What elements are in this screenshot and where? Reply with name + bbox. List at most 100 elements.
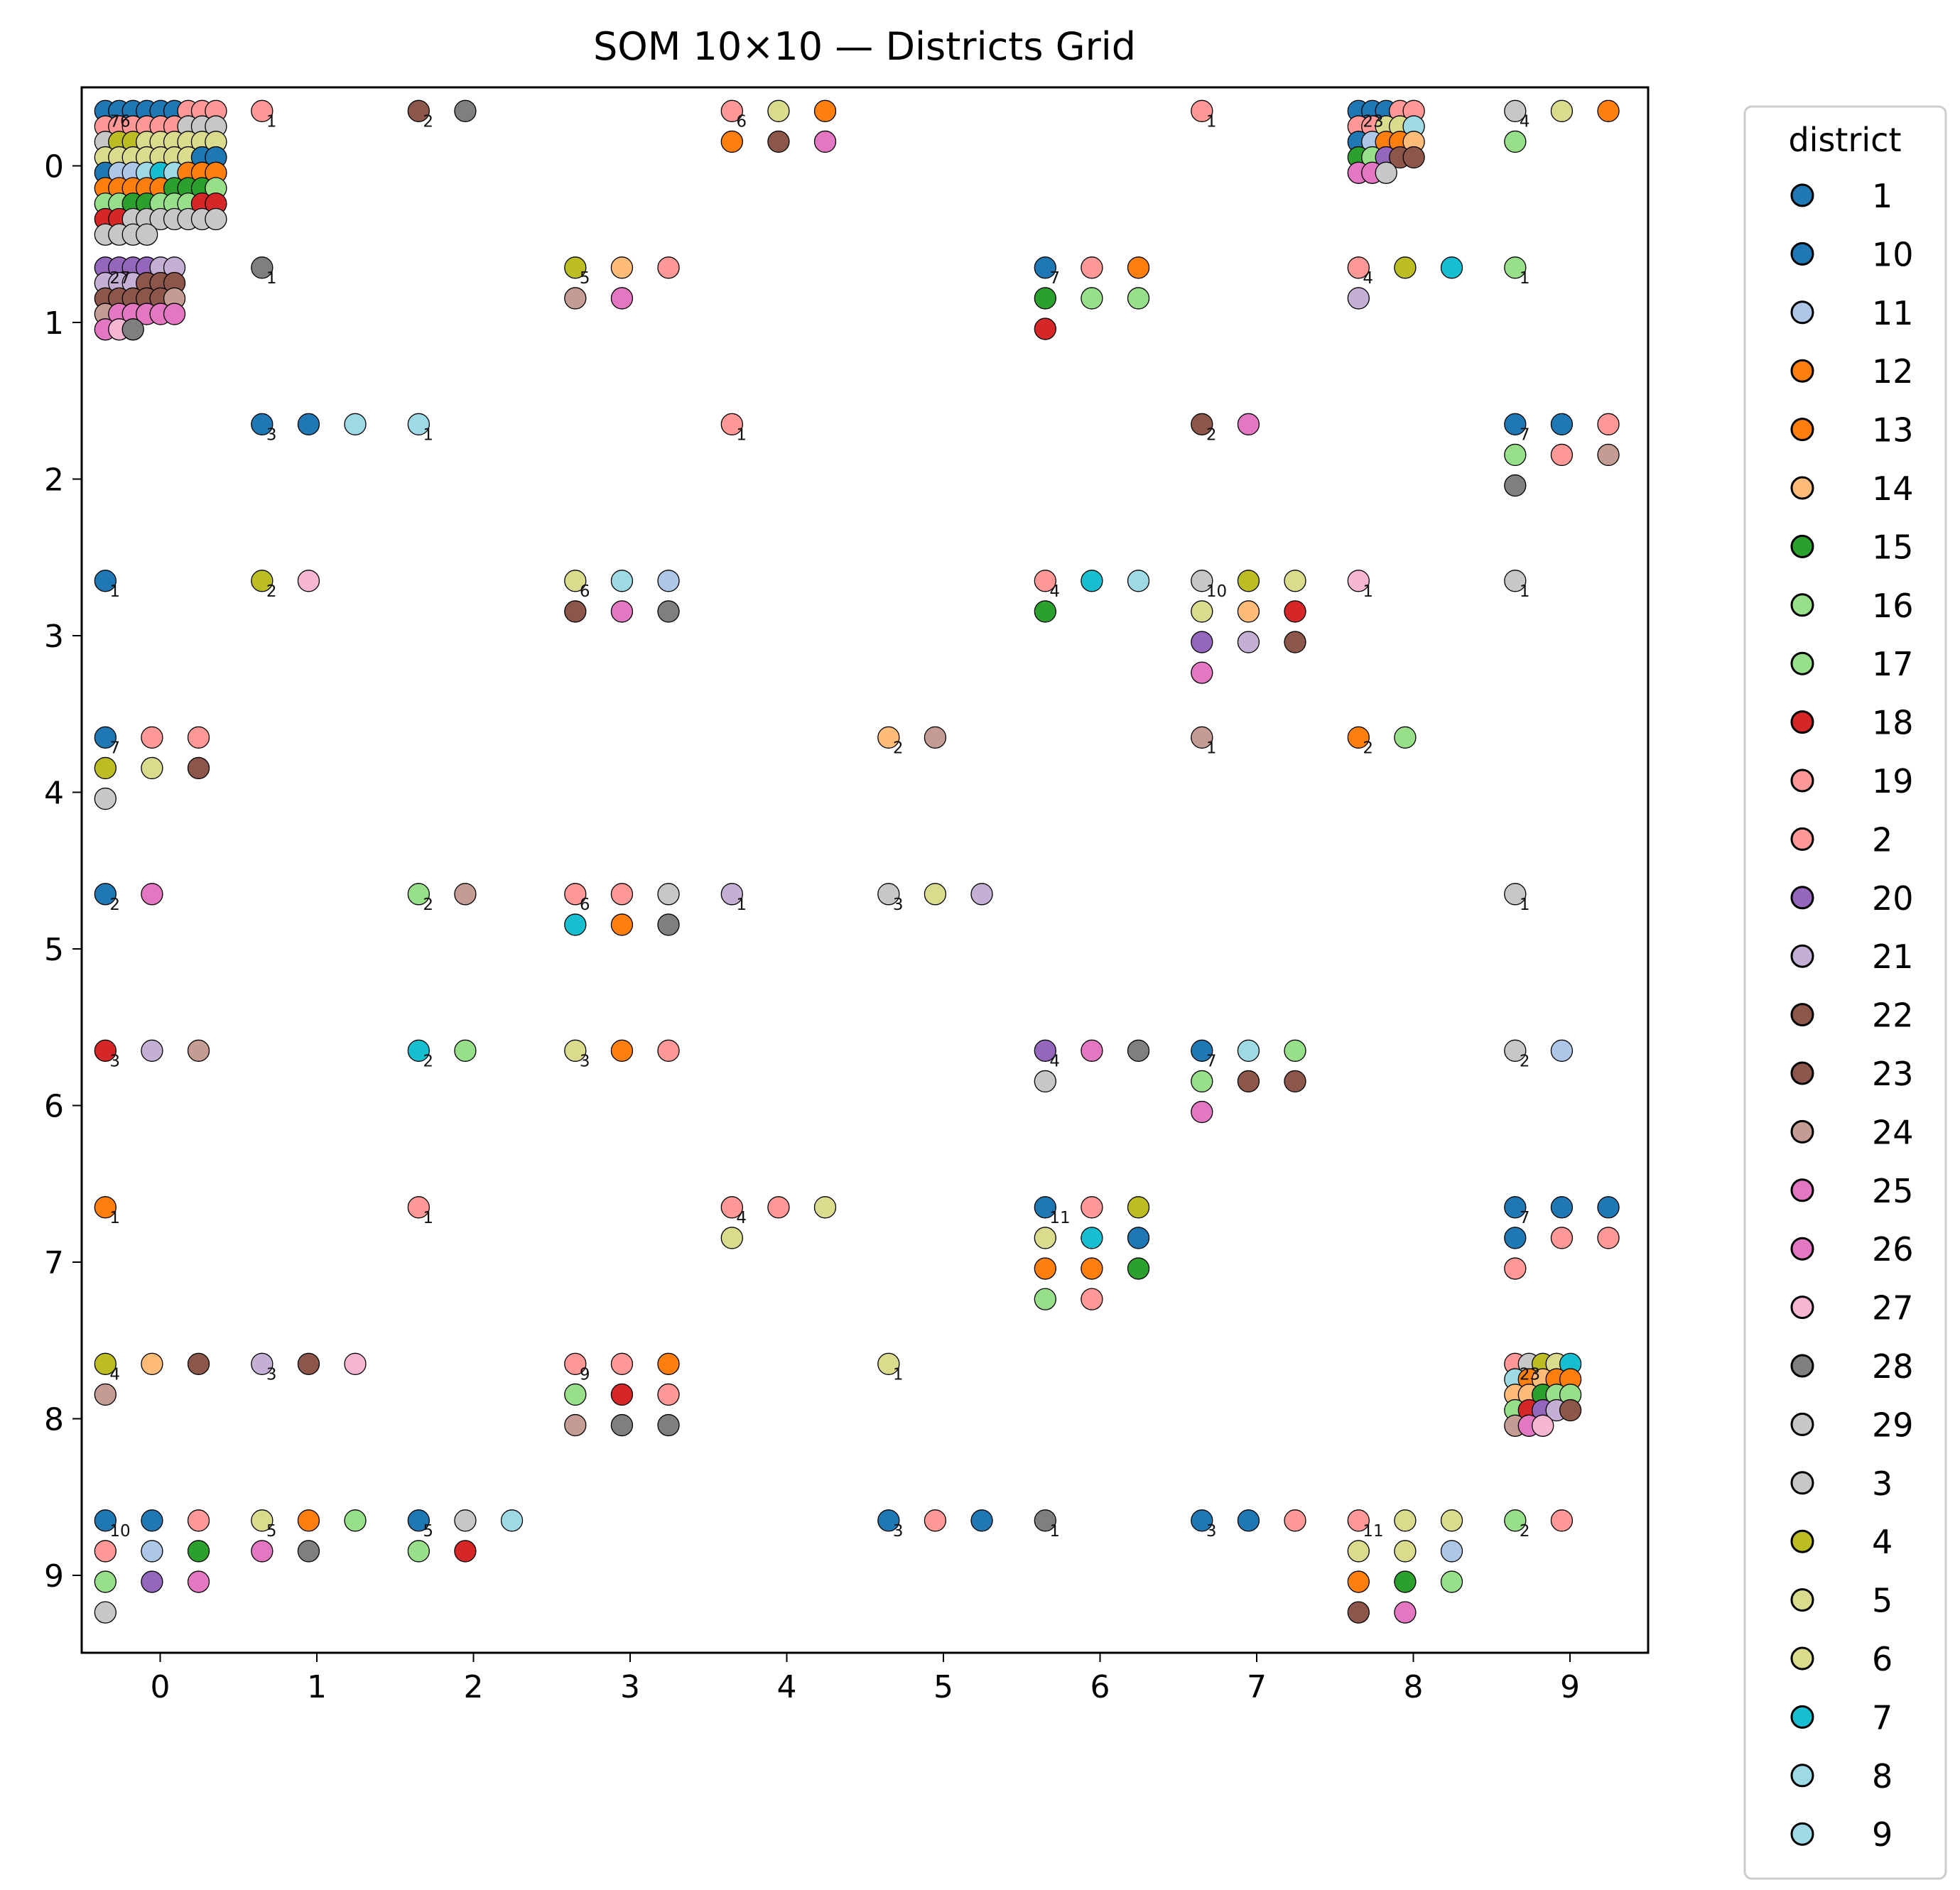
district-point [1034,256,1056,279]
district-point [454,99,477,122]
legend-label: 7 [1872,1698,1893,1737]
legend-label: 28 [1872,1347,1914,1386]
district-point [1191,413,1213,435]
cell-count-label: 2 [109,896,120,914]
legend-label: 4 [1872,1523,1893,1561]
district-point [407,1509,430,1532]
district-point [94,1570,117,1593]
district-point [1440,1570,1463,1593]
cell-count-label: 5 [580,269,590,288]
district-point [1504,1509,1527,1532]
cell-count-label: 2 [1363,739,1373,757]
district-point [1081,1227,1103,1249]
cell-count-label: 2 [1206,425,1217,444]
district-point [1034,1288,1056,1310]
district-point [1550,443,1574,467]
district-point [1191,726,1213,749]
district-point [1034,317,1056,340]
district-point [1127,287,1150,310]
district-point [1347,570,1370,592]
district-point [1394,1540,1417,1563]
district-point [94,570,117,592]
y-tick-label: 3 [44,619,64,655]
cell-count-label: 7 [1520,1209,1530,1227]
district-point [924,726,947,749]
district-point [1375,161,1397,184]
legend-marker [1790,1354,1814,1378]
district-point [1081,570,1103,592]
cell-count-label: 1 [266,269,277,288]
district-point [1127,570,1150,592]
district-point [1504,99,1527,122]
district-point [251,256,274,279]
cell-count-label: 2 [893,739,904,757]
district-point [767,130,790,153]
district-point [141,726,163,749]
district-point [407,413,430,435]
district-point [1504,1227,1527,1249]
legend-marker [1790,534,1814,558]
x-axis-ticks: 0 1 2 3 4 5 6 7 8 9 [151,1653,1580,1705]
cell-count-label: 10 [1206,582,1227,601]
legend-label: 20 [1872,879,1914,918]
district-point [344,1509,367,1532]
district-point [1550,1227,1574,1249]
district-point [141,756,163,780]
district-point [1347,287,1370,310]
cell-count-label: 10 [109,1522,130,1541]
cell-count-label: 2 [423,1052,433,1070]
cell-count-label: 4 [1520,112,1530,131]
district-point [1081,256,1103,279]
cell-count-label: 3 [266,1365,277,1384]
district-point [657,1383,680,1406]
district-point [251,1509,274,1532]
legend-marker [1790,1237,1814,1261]
district-point [1597,413,1620,435]
district-point [564,256,587,279]
district-point [1550,1039,1574,1062]
district-point [1284,1039,1306,1062]
legend-marker [1790,769,1814,793]
district-point [1532,1414,1554,1437]
district-point [136,223,158,246]
cell-count-label: 4 [1049,1052,1060,1070]
district-point [610,287,634,310]
legend-label: 14 [1872,469,1914,508]
district-point [877,1352,900,1375]
district-point [1504,474,1527,497]
district-point [1559,1399,1582,1422]
cell-count-label: 4 [736,1209,747,1227]
district-point [720,1196,743,1219]
district-point [1237,1039,1260,1062]
district-point [297,570,320,592]
y-tick-label: 5 [44,932,64,968]
legend-marker [1790,1003,1814,1027]
legend-label: 21 [1872,938,1914,976]
district-point [251,413,274,435]
legend-label: 27 [1872,1289,1914,1327]
district-point [251,1352,274,1375]
cell-count-label: 1 [1049,1522,1060,1541]
cell-count-label: 2 [423,112,433,131]
plot-frame [80,86,1650,1654]
legend-marker [1790,359,1814,383]
legend-marker [1790,183,1814,207]
y-tick-label: 4 [44,776,64,812]
legend-label: 6 [1872,1640,1893,1678]
district-point [1191,1509,1213,1532]
district-point [1504,883,1527,906]
district-point [1191,99,1213,122]
district-point [141,1352,163,1375]
x-tick-label: 2 [464,1669,484,1705]
district-point [813,1196,837,1219]
district-point [1034,1039,1056,1062]
district-point [141,1509,163,1532]
district-point [163,303,186,325]
district-point [454,1509,477,1532]
district-point [187,1540,210,1563]
district-point [187,1570,210,1593]
legend-marker [1790,300,1814,325]
x-tick-label: 5 [933,1669,953,1705]
district-point [94,726,117,749]
district-point [407,99,430,122]
